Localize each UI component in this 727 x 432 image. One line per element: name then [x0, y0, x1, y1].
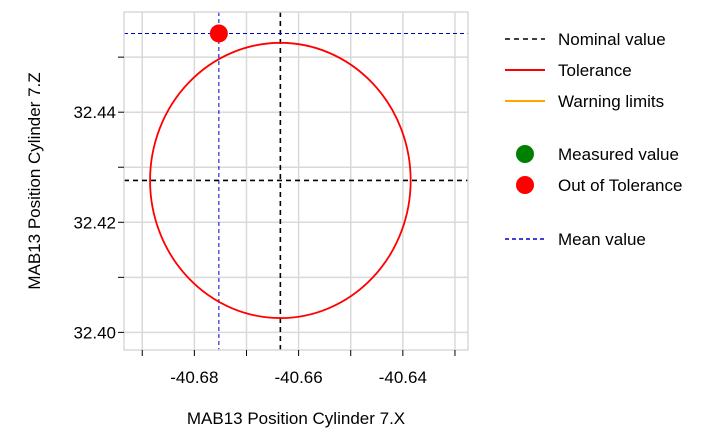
legend: Nominal value Tolerance Warning limits Meas…: [505, 30, 682, 249]
legend-label: Out of Tolerance: [558, 176, 682, 195]
legend-label: Measured value: [558, 145, 679, 164]
y-tick-label: 32.44: [73, 103, 116, 122]
legend-label: Nominal value: [558, 30, 666, 49]
x-tick-label: -40.64: [379, 368, 427, 387]
axes: -40.68 -40.66 -40.64 32.40 32.42 32.44: [73, 56, 456, 387]
x-tick-label: -40.66: [275, 368, 323, 387]
legend-label: Tolerance: [558, 61, 632, 80]
data-point: [209, 24, 228, 43]
legend-dot-swatch: [516, 145, 534, 163]
data-points: [209, 24, 228, 43]
x-tick-label: -40.68: [170, 368, 218, 387]
tolerance-circle: [149, 41, 412, 319]
plot-frame: [123, 11, 469, 351]
y-tick-label: 32.40: [73, 323, 116, 342]
y-axis-label: MAB13 Position Cylinder 7.Z: [25, 72, 44, 289]
legend-dot-swatch: [516, 176, 534, 194]
legend-label: Warning limits: [558, 92, 664, 111]
x-axis-label: MAB13 Position Cylinder 7.X: [187, 409, 405, 428]
y-tick-label: 32.42: [73, 213, 116, 232]
legend-label: Mean value: [558, 230, 646, 249]
reference-lines: [124, 12, 468, 350]
